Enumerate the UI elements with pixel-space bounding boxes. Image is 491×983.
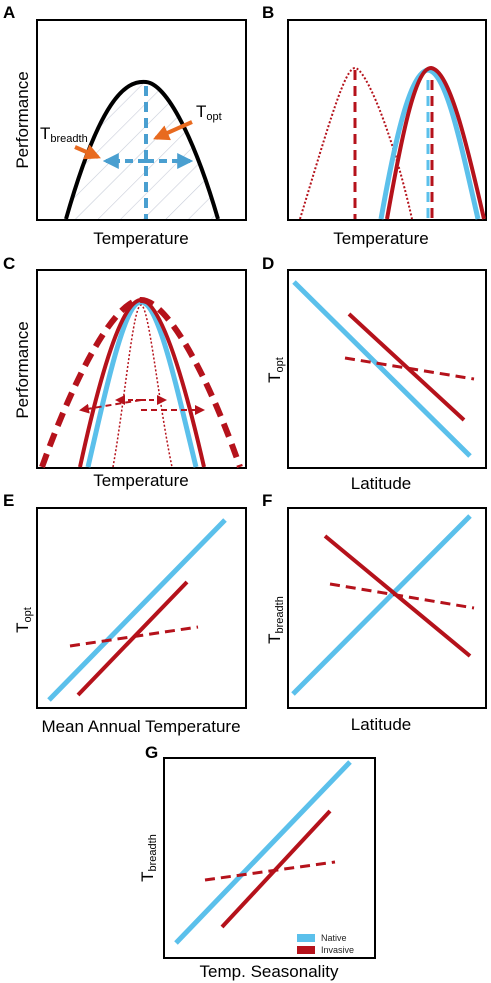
panel-c-ylabel: Performance xyxy=(13,321,32,418)
panel-f: F Tbreadth Latitude xyxy=(262,491,487,734)
native-line xyxy=(47,518,227,702)
panel-b-xlabel: Temperature xyxy=(333,229,428,248)
panel-c-frame xyxy=(36,269,247,469)
panel-a-letter: A xyxy=(3,3,15,22)
legend-native-label: Native xyxy=(321,933,347,943)
panel-g-frame xyxy=(163,757,376,959)
panel-a-ylabel: Performance xyxy=(13,71,32,168)
panel-f-xlabel: Latitude xyxy=(351,715,412,734)
invasive-curve xyxy=(385,65,486,220)
invasive-shifted-curve xyxy=(299,66,413,220)
legend: Native Invasive xyxy=(297,933,354,955)
legend-native-swatch xyxy=(297,934,315,942)
panel-e-ylabel: Topt xyxy=(13,607,34,633)
native-curve xyxy=(85,299,199,468)
legend-invasive-swatch xyxy=(297,946,315,954)
panel-d-letter: D xyxy=(262,254,274,273)
t-opt-arrow xyxy=(153,120,193,141)
t-breadth-arrow xyxy=(74,144,101,160)
broad-curve xyxy=(39,296,243,469)
panel-a: A Tbreadth Topt Performance Temperature xyxy=(3,3,247,248)
panel-a-frame xyxy=(36,19,247,221)
panel-d-ylabel: Topt xyxy=(265,357,286,383)
panel-c: C Performance Temperature xyxy=(3,254,247,490)
broad-width-arrow-left xyxy=(79,399,142,414)
invasive-dashed-line xyxy=(329,582,475,610)
panel-a-xlabel: Temperature xyxy=(93,229,188,248)
panel-g-letter: G xyxy=(145,743,158,762)
invasive-curve xyxy=(78,297,206,468)
panel-g-xlabel: Temp. Seasonality xyxy=(200,962,339,981)
panel-d-xlabel: Latitude xyxy=(351,474,412,493)
performance-curve xyxy=(64,79,220,220)
t-breadth-label: Tbreadth xyxy=(40,124,88,145)
panel-e: E Topt Mean Annual Temperature xyxy=(3,491,247,736)
panel-b: B Temperature xyxy=(262,3,487,248)
panel-g-ylabel: Tbreadth xyxy=(138,834,159,882)
legend-invasive-label: Invasive xyxy=(321,945,354,955)
invasive-line xyxy=(347,312,466,422)
invasive-dashed-line xyxy=(69,625,199,648)
narrow-curve xyxy=(112,304,173,468)
panel-e-xlabel: Mean Annual Temperature xyxy=(41,717,240,736)
panel-f-letter: F xyxy=(262,491,272,510)
native-line xyxy=(291,514,472,696)
panel-e-frame xyxy=(36,507,247,709)
native-line xyxy=(292,280,472,458)
performance-area-hatch xyxy=(66,81,218,219)
panel-f-ylabel: Tbreadth xyxy=(265,596,286,644)
invasive-dashed-line xyxy=(204,860,336,882)
panel-c-letter: C xyxy=(3,254,15,273)
panel-d: D Topt Latitude xyxy=(262,254,487,493)
panel-g: G Native Invasive Tbreadth Temp. Seasona… xyxy=(138,743,376,981)
panel-b-frame xyxy=(287,19,487,221)
t-opt-label: Topt xyxy=(196,102,222,123)
panel-d-frame xyxy=(287,269,487,469)
panel-e-letter: E xyxy=(3,491,14,510)
invasive-dashed-line xyxy=(344,356,475,381)
panel-c-xlabel: Temperature xyxy=(93,471,188,490)
invasive-line xyxy=(76,580,189,697)
panel-f-frame xyxy=(287,507,487,709)
panel-b-letter: B xyxy=(262,3,274,22)
native-line xyxy=(174,760,352,945)
